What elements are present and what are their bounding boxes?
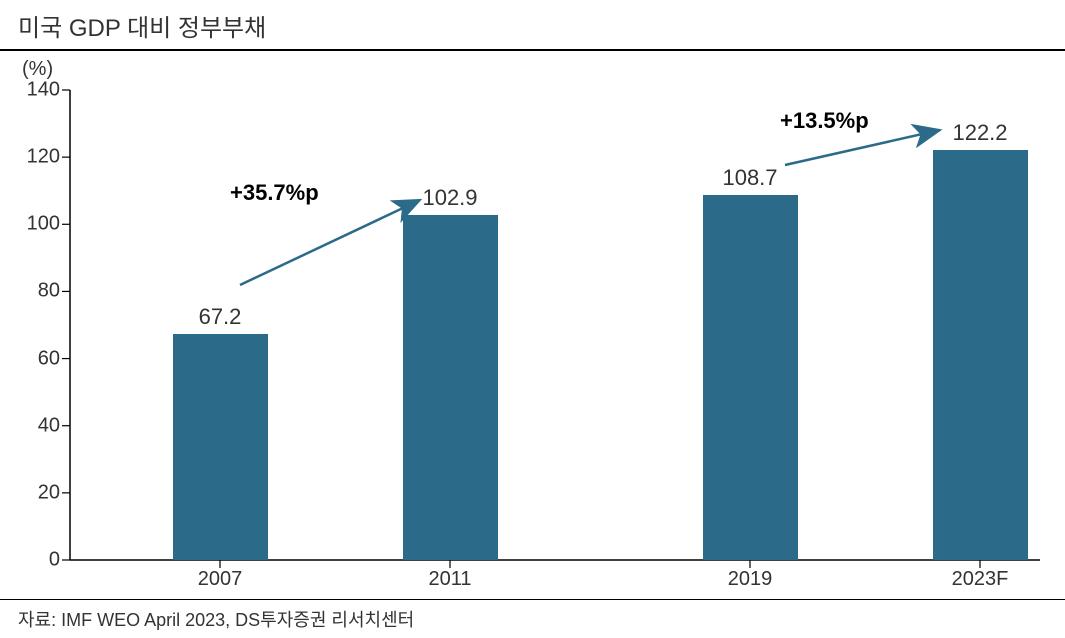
y-tick-label: 20	[0, 481, 60, 504]
x-tick-label: 2019	[690, 568, 810, 591]
chart-annotation: +35.7%p	[230, 180, 319, 206]
bar-value-label: 102.9	[422, 185, 477, 211]
source-text: 자료: IMF WEO April 2023, DS투자증권 리서치센터	[18, 606, 1065, 632]
chart-area: 020406080100120140200767.22011102.920191…	[70, 90, 1040, 560]
source-container: 자료: IMF WEO April 2023, DS투자증권 리서치센터	[0, 599, 1065, 638]
bar-value-label: 108.7	[722, 165, 777, 191]
chart-annotation: +13.5%p	[780, 108, 869, 134]
bar	[173, 334, 268, 560]
x-tick-label: 2023F	[920, 568, 1040, 591]
bar-value-label: 67.2	[199, 304, 242, 330]
bar	[703, 195, 798, 560]
y-tick-label: 0	[0, 549, 60, 572]
y-tick-label: 40	[0, 414, 60, 437]
y-tick-label: 100	[0, 213, 60, 236]
x-tick-label: 2007	[160, 568, 280, 591]
x-tick-label: 2011	[390, 568, 510, 591]
y-tick-label: 80	[0, 280, 60, 303]
bar	[933, 150, 1028, 560]
chart-title: 미국 GDP 대비 정부부채	[0, 0, 1065, 51]
y-tick-label: 60	[0, 347, 60, 370]
bar	[403, 215, 498, 560]
y-tick-label: 120	[0, 146, 60, 169]
bar-value-label: 122.2	[952, 120, 1007, 146]
y-tick-label: 140	[0, 79, 60, 102]
